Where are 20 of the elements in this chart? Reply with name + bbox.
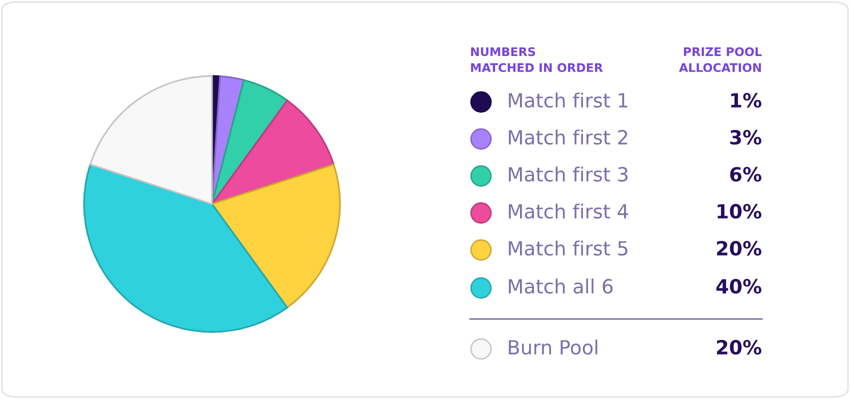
- data-label: 20%: [716, 240, 762, 256]
- legend-label: Match first 1: [508, 92, 628, 108]
- data-label: 1%: [731, 92, 762, 108]
- text: PRIZE POOL ALLOCATION: [679, 47, 762, 72]
- data-label: 6%: [730, 166, 762, 182]
- legend-label: Match first 3: [508, 166, 628, 182]
- legend-title: NUMBERS MATCHED IN ORDER: [471, 47, 603, 72]
- pie-slice: [211, 100, 335, 205]
- data-label: 3%: [730, 130, 762, 145]
- legend-label: Match first 2: [508, 130, 628, 145]
- legend-label: Burn Pool: [508, 340, 598, 355]
- legend-label: Match first 4: [508, 204, 628, 219]
- pie-slice: [211, 164, 341, 308]
- pie-slice: [89, 75, 213, 205]
- data-label: 20%: [716, 340, 762, 355]
- pie-slice: [83, 164, 288, 333]
- data-label: 40%: [716, 278, 762, 294]
- data-label: 10%: [718, 204, 762, 219]
- legend-label: Match all 6: [508, 278, 613, 294]
- legend-label: Match first 5: [508, 240, 628, 256]
